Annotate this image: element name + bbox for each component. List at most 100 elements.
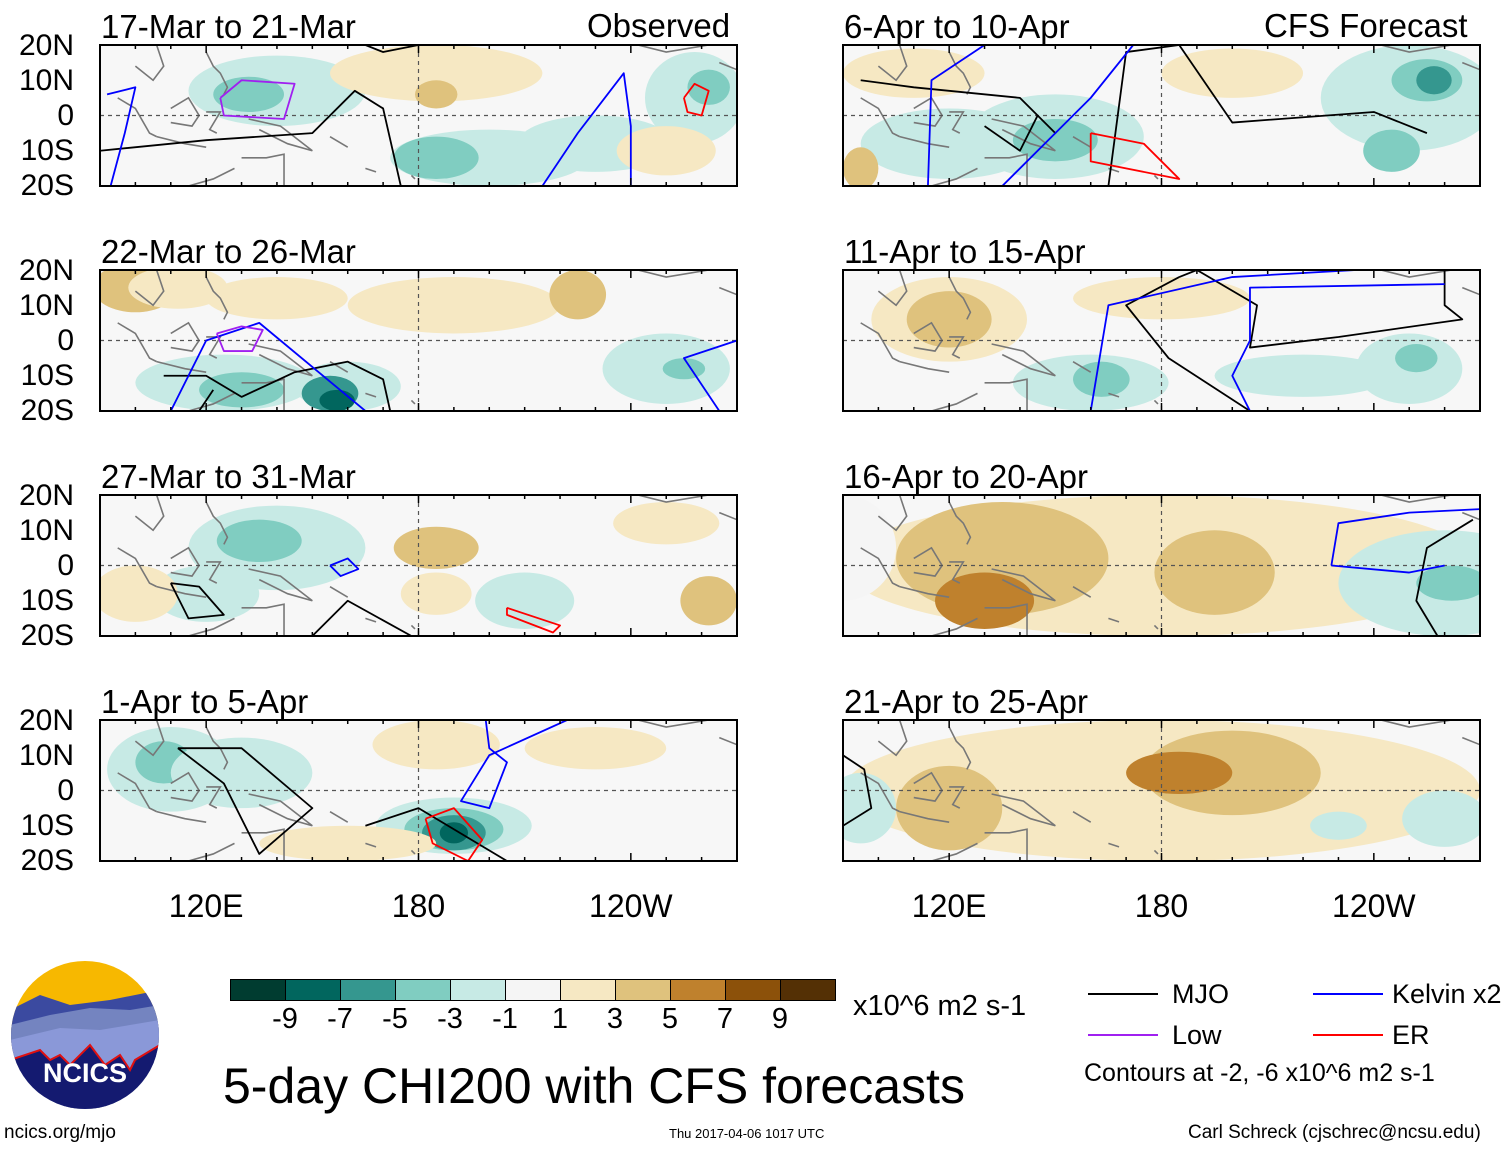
anomaly-region bbox=[330, 45, 543, 102]
kelvin-contour bbox=[169, 321, 366, 411]
lat-label: 10N bbox=[18, 64, 74, 97]
mjo-contour bbox=[1107, 45, 1428, 186]
coastline bbox=[948, 51, 972, 95]
anomaly-region bbox=[1012, 119, 1098, 162]
colorbar-swatch bbox=[395, 979, 451, 1001]
colorbar-swatch bbox=[340, 979, 396, 1001]
colorbar-label: -7 bbox=[327, 1003, 353, 1035]
kelvin-contour bbox=[683, 339, 737, 411]
coastline bbox=[365, 392, 377, 398]
coastline bbox=[117, 322, 157, 363]
anomaly-region bbox=[199, 372, 285, 408]
lat-label: 20S bbox=[20, 844, 74, 877]
coastline bbox=[410, 399, 416, 405]
anomaly-region bbox=[680, 576, 737, 626]
coastline bbox=[899, 360, 950, 374]
anomaly-region bbox=[843, 48, 985, 98]
legend-low-line bbox=[1088, 1034, 1158, 1036]
coastline bbox=[365, 842, 377, 848]
er-contour bbox=[1089, 132, 1181, 180]
lat-label: 20S bbox=[20, 169, 74, 202]
coastline bbox=[156, 810, 207, 824]
lat-label: 20N bbox=[18, 254, 74, 287]
anomaly-region bbox=[687, 69, 730, 105]
anomaly-region bbox=[1402, 790, 1480, 847]
coastline bbox=[877, 270, 908, 307]
legend-mjo-label: MJO bbox=[1172, 979, 1229, 1009]
chi200-field bbox=[843, 720, 1480, 861]
mjo-contour bbox=[365, 45, 419, 53]
coastline bbox=[637, 270, 709, 278]
coastline bbox=[241, 603, 285, 636]
colorbar-label: -1 bbox=[492, 1003, 518, 1035]
er-contour bbox=[683, 82, 710, 117]
coastline bbox=[1153, 399, 1159, 405]
mjo-contour bbox=[843, 754, 873, 827]
mjo-contour bbox=[177, 747, 314, 855]
coastline bbox=[1108, 617, 1120, 623]
observed-label: Observed bbox=[587, 7, 731, 44]
kelvin-contour bbox=[1089, 270, 1357, 411]
kelvin-contour bbox=[1231, 283, 1445, 411]
lat-label: 20S bbox=[20, 619, 74, 652]
coastline bbox=[637, 45, 709, 53]
coastline bbox=[117, 772, 157, 813]
coastline bbox=[931, 617, 978, 636]
anomaly-region bbox=[319, 389, 355, 411]
anomaly-region bbox=[475, 572, 575, 629]
coastline bbox=[248, 568, 313, 602]
map-panel bbox=[842, 494, 1481, 637]
map-panel bbox=[842, 719, 1481, 862]
coastline bbox=[134, 45, 165, 82]
panel-title: 27-Mar to 31-Mar bbox=[101, 458, 356, 495]
coastline bbox=[365, 167, 377, 173]
contours-note: Contours at -2, -6 x10^6 m2 s-1 bbox=[1084, 1059, 1435, 1087]
coastline bbox=[948, 726, 972, 770]
coastline bbox=[156, 360, 207, 374]
legend-mjo-line bbox=[1088, 993, 1158, 995]
chi200-field bbox=[843, 495, 1480, 636]
anomaly-region bbox=[1154, 530, 1275, 615]
low-contour bbox=[215, 325, 264, 352]
coastline bbox=[248, 343, 313, 377]
colorbar-swatch bbox=[230, 979, 286, 1001]
panel-title: 17-Mar to 21-Mar bbox=[101, 8, 356, 45]
anomaly-region bbox=[616, 126, 716, 176]
anomaly-region bbox=[1416, 565, 1480, 601]
anomaly-region bbox=[439, 822, 469, 844]
coastline bbox=[188, 167, 235, 186]
anomaly-region bbox=[1338, 530, 1480, 636]
lat-label: 20N bbox=[18, 29, 74, 62]
mjo-contour bbox=[365, 807, 508, 861]
coastline bbox=[1072, 360, 1092, 373]
mjo-contour bbox=[163, 360, 392, 411]
anomaly-region bbox=[1143, 730, 1321, 816]
lon-label: 180 bbox=[1134, 888, 1189, 924]
lon-label: 120W bbox=[1332, 888, 1416, 924]
coastline bbox=[860, 322, 900, 363]
mjo-contour bbox=[311, 599, 412, 636]
anomaly-region bbox=[216, 519, 302, 562]
mjo-contour bbox=[1178, 270, 1464, 349]
footer-author: Carl Schreck (cjschrec@ncsu.edu) bbox=[1188, 1122, 1481, 1143]
kelvin-contour bbox=[541, 72, 632, 186]
anomaly-region bbox=[524, 727, 667, 770]
coastline bbox=[984, 603, 1028, 636]
lat-label: 0 bbox=[57, 774, 74, 807]
coastline bbox=[365, 617, 377, 623]
colorbar-swatch bbox=[450, 979, 506, 1001]
coastline bbox=[117, 547, 157, 588]
coastline bbox=[719, 511, 737, 521]
anomaly-region bbox=[1073, 277, 1250, 320]
lat-label: 20N bbox=[18, 704, 74, 737]
footer-url[interactable]: ncics.org/mjo bbox=[4, 1122, 116, 1143]
panel-title: 22-Mar to 26-Mar bbox=[101, 233, 356, 270]
coastline bbox=[410, 849, 416, 855]
anomaly-region bbox=[935, 572, 1035, 629]
anomaly-region bbox=[213, 76, 285, 112]
anomaly-region bbox=[347, 277, 561, 334]
coastline bbox=[948, 276, 972, 320]
coastline bbox=[949, 786, 965, 809]
anomaly-region bbox=[206, 277, 348, 320]
